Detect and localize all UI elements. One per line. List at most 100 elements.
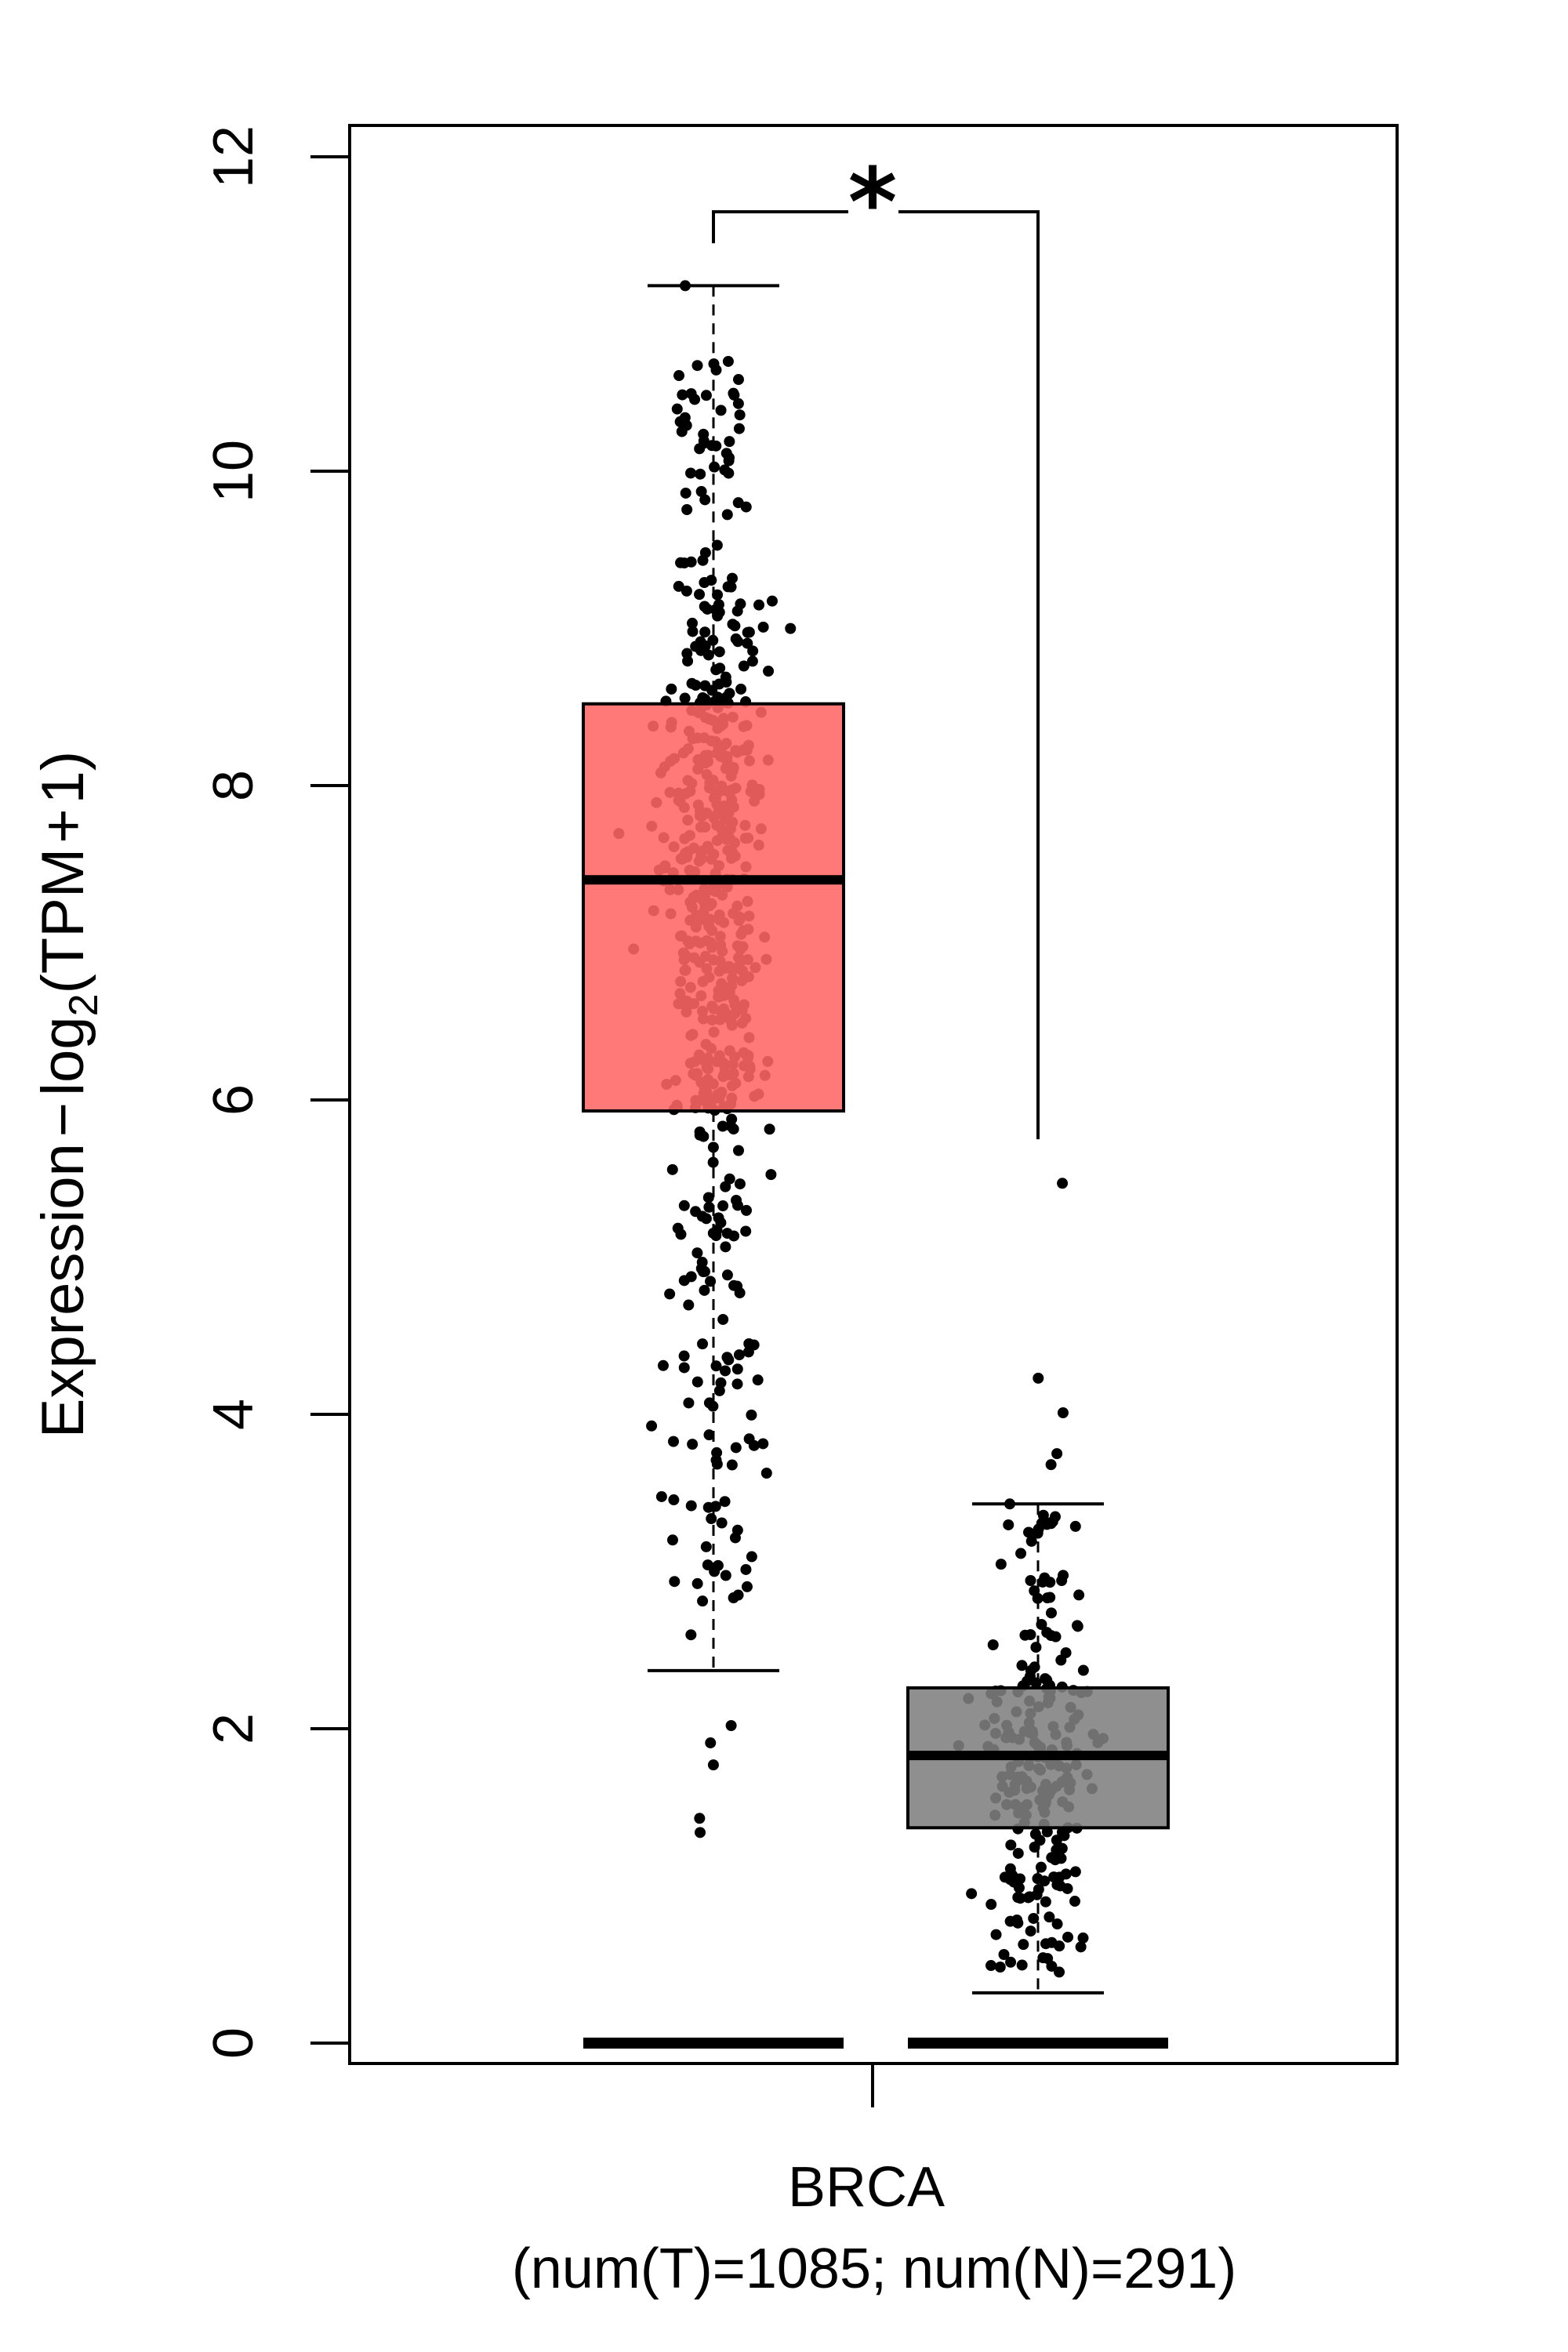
data-point: [1019, 1629, 1031, 1641]
data-point: [657, 1359, 669, 1371]
data-point: [703, 1201, 715, 1213]
data-point: [707, 1400, 719, 1412]
data-point: [687, 1439, 699, 1450]
data-point: [1005, 1956, 1017, 1968]
data-point: [724, 436, 735, 448]
data-point: [733, 423, 745, 434]
data-point: [710, 604, 721, 615]
data-point: [743, 1338, 755, 1349]
data-point: [678, 1362, 690, 1374]
data-point: [695, 1827, 706, 1838]
data-point: [731, 1280, 743, 1292]
iqr-box: [582, 702, 845, 1113]
data-point: [668, 1494, 680, 1506]
data-point: [687, 626, 699, 637]
data-point: [655, 1490, 667, 1502]
data-point: [752, 1374, 764, 1386]
data-point: [713, 1212, 724, 1224]
data-point: [995, 1559, 1007, 1570]
data-point: [1018, 1939, 1029, 1951]
data-point: [738, 660, 750, 672]
significance-bracket: *: [712, 149, 1040, 1140]
data-point: [1022, 1675, 1033, 1687]
data-point: [709, 461, 720, 473]
data-point: [710, 1501, 721, 1512]
y-tick-label: 4: [202, 1399, 265, 1430]
data-point: [694, 1126, 706, 1138]
data-point: [699, 1284, 710, 1296]
data-point: [702, 1192, 714, 1203]
significance-star: *: [848, 149, 898, 258]
data-point: [1025, 1926, 1036, 1937]
data-point: [726, 1459, 738, 1471]
data-point: [697, 554, 709, 566]
data-point: [707, 1156, 719, 1168]
data-point: [668, 1436, 680, 1447]
data-point: [677, 389, 688, 401]
plot-frame: [348, 124, 1399, 2065]
y-tick-label: 6: [202, 1084, 265, 1116]
data-point: [717, 1200, 729, 1212]
data-point: [1069, 1520, 1081, 1532]
data-point: [697, 1595, 709, 1607]
data-point: [731, 1363, 743, 1375]
data-point: [685, 1271, 697, 1283]
data-point: [735, 683, 747, 695]
data-point: [1054, 1940, 1065, 1952]
data-point: [1025, 1535, 1037, 1547]
data-point: [675, 557, 687, 568]
data-point: [707, 1759, 719, 1771]
data-point: [715, 405, 727, 416]
data-point: [725, 1120, 737, 1132]
data-point: [746, 1409, 757, 1421]
data-point: [713, 646, 725, 658]
y-axis: 0 2 4 6 8 10 12: [202, 125, 351, 2059]
data-point: [731, 1200, 743, 1211]
data-point: [666, 1534, 678, 1546]
data-point: [742, 637, 753, 649]
data-point: [695, 1262, 707, 1274]
data-point: [679, 692, 691, 704]
data-point: [734, 1178, 746, 1190]
y-label-prefix: Expression: [30, 1143, 96, 1438]
data-point: [1077, 1932, 1089, 1944]
data-point: [723, 467, 735, 479]
data-point: [1003, 1519, 1014, 1530]
data-point: [1075, 1941, 1087, 1953]
data-point: [695, 468, 706, 480]
y-label-one: 1): [30, 751, 96, 804]
data-point: [691, 1247, 703, 1259]
data-point: [1058, 1830, 1070, 1842]
data-point: [785, 622, 797, 634]
data-point: [722, 355, 734, 367]
data-point: [694, 443, 706, 455]
data-point: [725, 1719, 737, 1731]
data-point: [691, 1577, 703, 1589]
data-point: [729, 620, 741, 632]
data-point: [1069, 1866, 1081, 1878]
data-point: [764, 1123, 775, 1135]
data-point: [746, 655, 758, 667]
data-point: [1015, 1548, 1027, 1559]
y-label-plus: +: [30, 808, 96, 843]
y-tick-label: 0: [202, 2027, 265, 2059]
data-point: [763, 666, 775, 677]
data-point: [985, 1960, 997, 1972]
data-point: [1016, 1660, 1028, 1671]
data-point: [757, 1438, 769, 1450]
data-point: [690, 680, 702, 691]
data-point: [685, 1629, 697, 1641]
data-point: [682, 655, 694, 667]
data-point: [741, 1581, 753, 1592]
data-point: [1029, 1828, 1041, 1840]
data-point: [703, 1429, 715, 1441]
data-point: [743, 626, 755, 638]
data-point: [716, 1517, 728, 1529]
data-point: [699, 640, 711, 652]
y-label-subscript: 2: [61, 994, 107, 1017]
data-point: [699, 494, 711, 506]
data-point: [757, 621, 769, 633]
data-point: [714, 662, 726, 674]
data-point: [1060, 1647, 1072, 1659]
